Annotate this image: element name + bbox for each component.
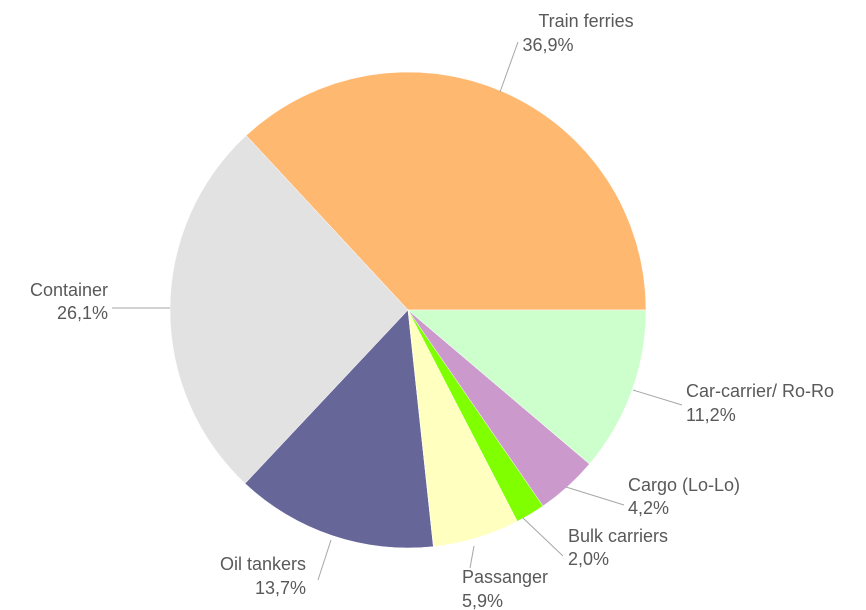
slice-value: 13,7% bbox=[255, 578, 306, 598]
slice-value: 2,0% bbox=[568, 549, 609, 569]
slice-value: 4,2% bbox=[628, 498, 669, 518]
leader-line bbox=[499, 41, 519, 93]
pie-slice bbox=[245, 71, 647, 311]
leader-line bbox=[317, 539, 332, 581]
slice-value: 36,9% bbox=[522, 35, 573, 55]
slice-value: 11,2% bbox=[686, 405, 736, 425]
slice-value: 26,1% bbox=[57, 303, 108, 323]
pie-slice bbox=[244, 309, 434, 549]
slice-label: Train ferries bbox=[538, 11, 633, 31]
slice-label: Oil tankers bbox=[220, 554, 306, 574]
slice-label: Bulk carriers bbox=[568, 526, 668, 546]
pie-slice bbox=[169, 135, 409, 484]
leader-line bbox=[632, 389, 683, 406]
slice-value: 5,9% bbox=[462, 591, 503, 610]
slice-label: Car-carrier/ Ro-Ro bbox=[686, 381, 834, 401]
leader-line bbox=[565, 486, 625, 506]
slice-label: Container bbox=[30, 280, 108, 300]
pie-slice bbox=[407, 309, 647, 465]
slice-label: Cargo (Lo-Lo) bbox=[628, 475, 740, 495]
leader-line bbox=[469, 545, 475, 569]
leader-line bbox=[522, 517, 564, 557]
slice-label: Passanger bbox=[462, 567, 548, 587]
